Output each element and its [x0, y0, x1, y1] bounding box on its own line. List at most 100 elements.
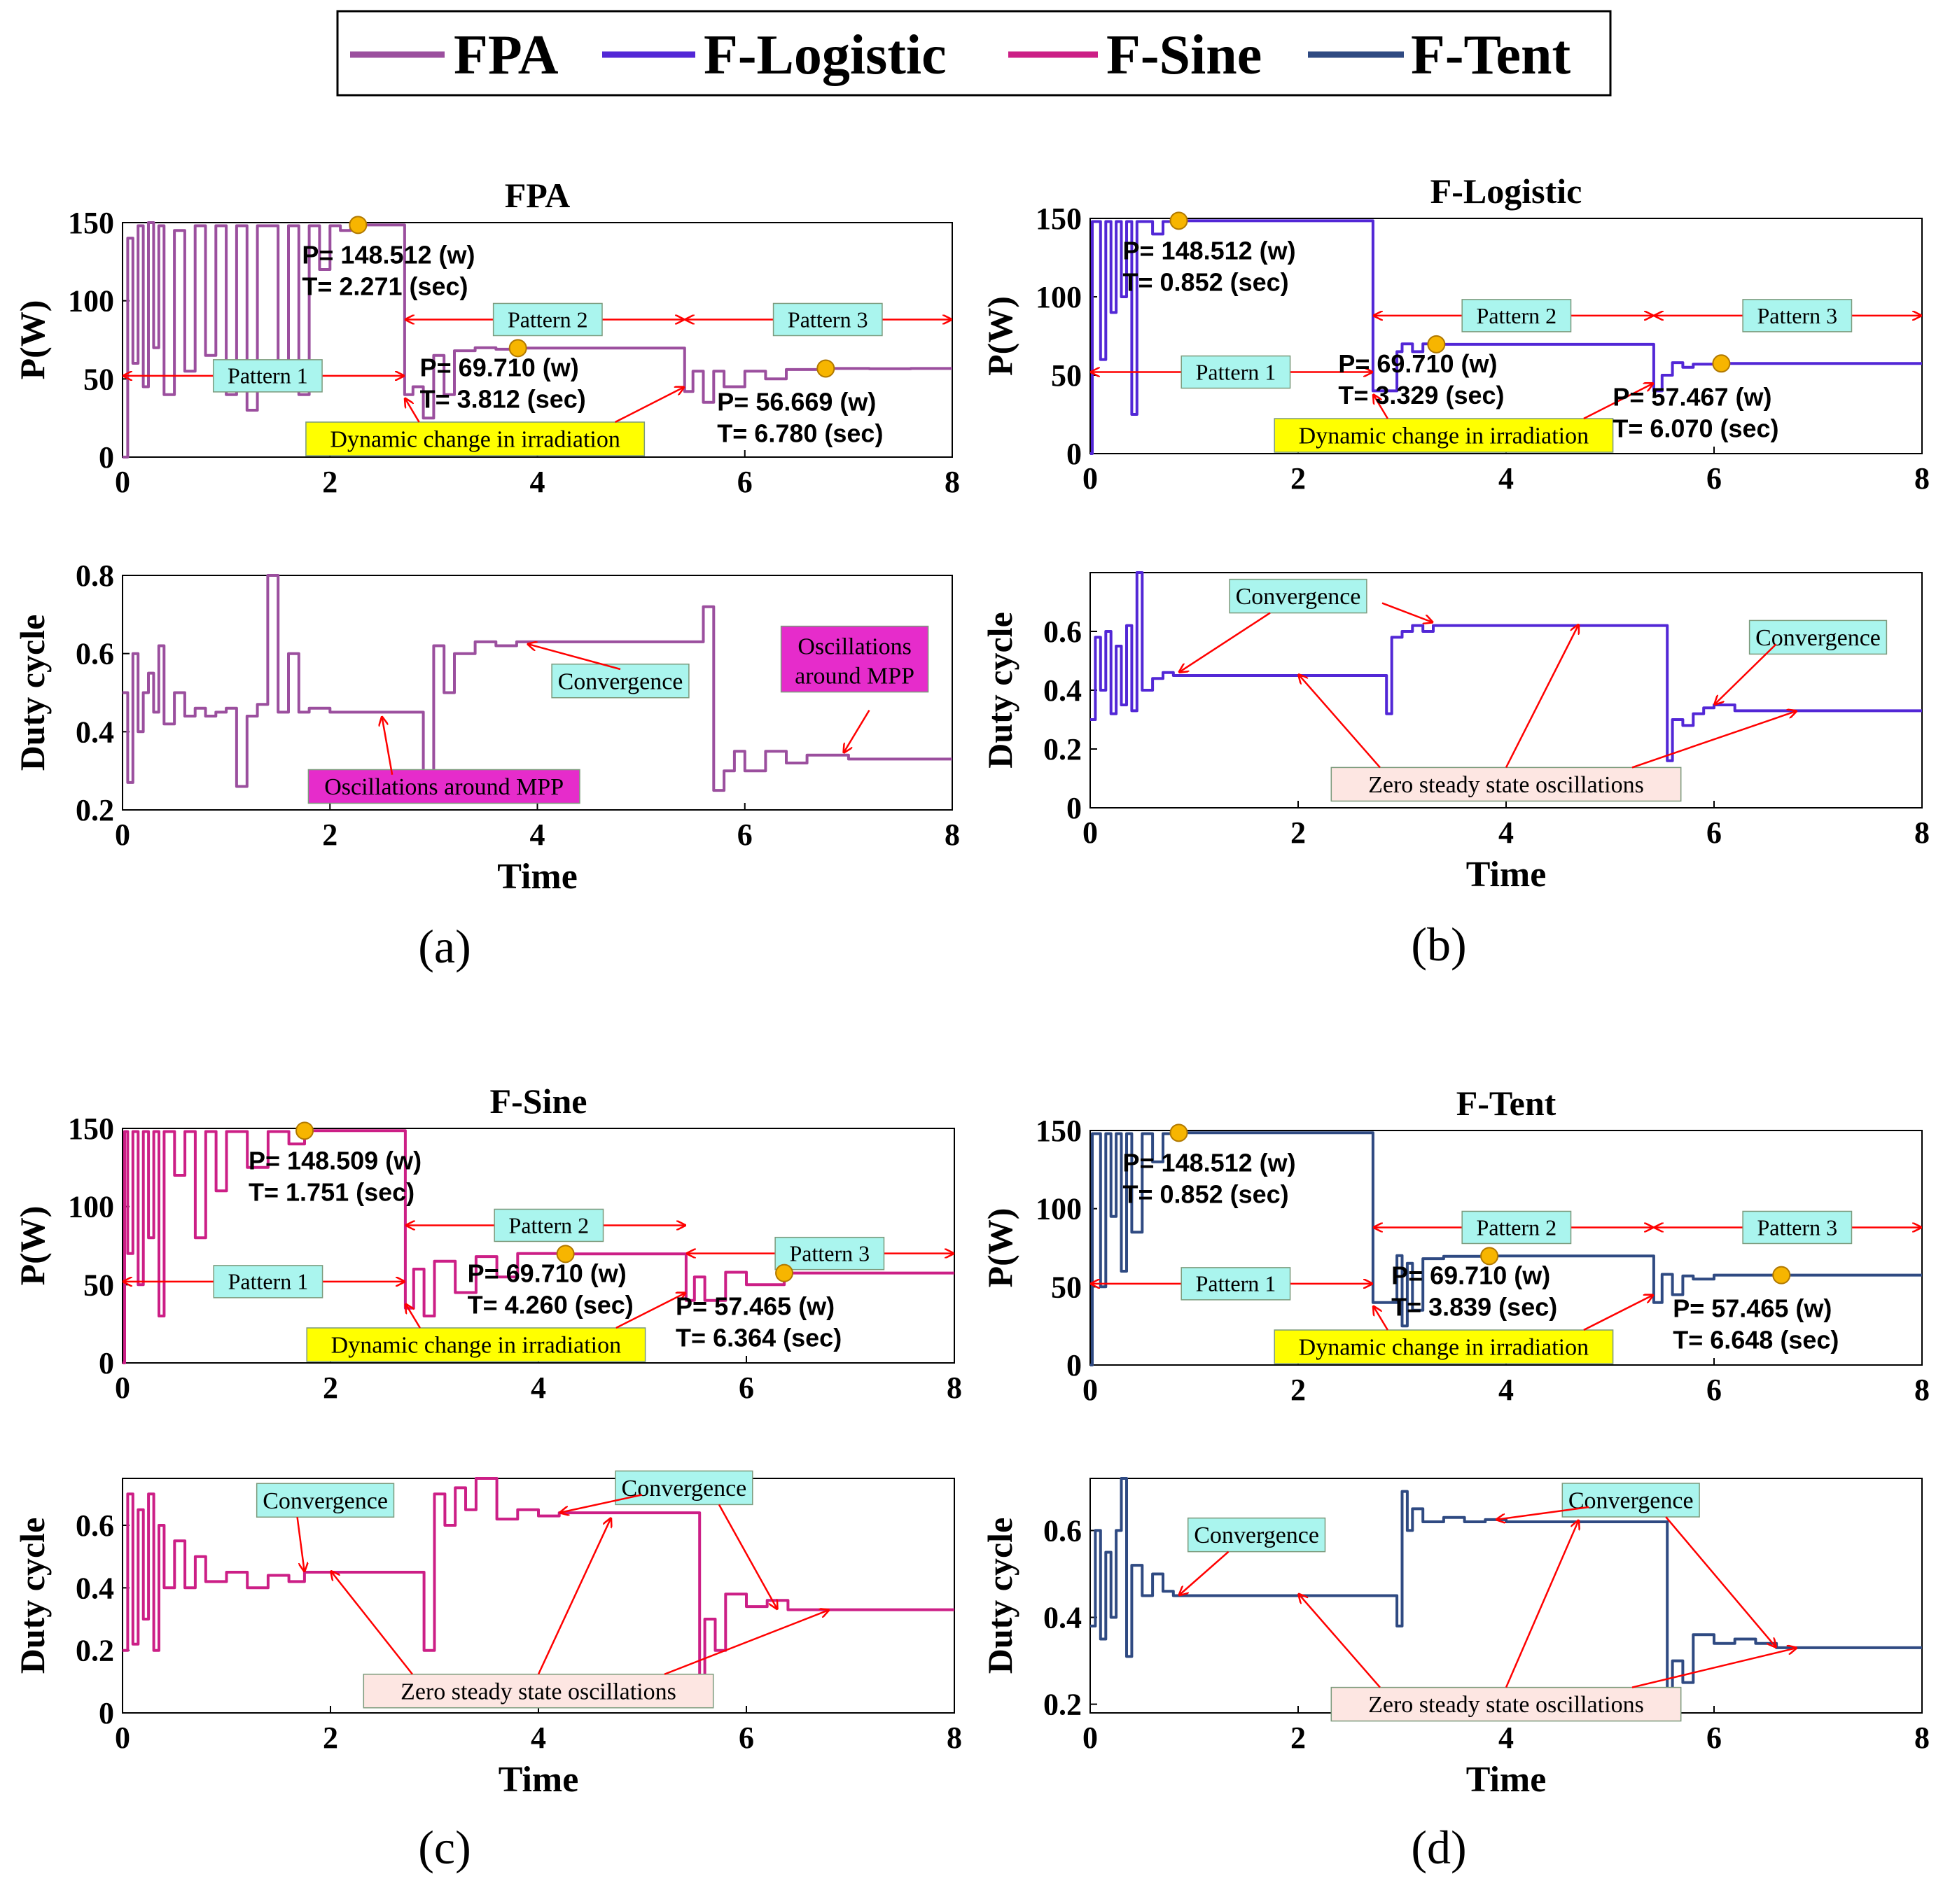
panel-a-dynamic-change-text: Dynamic change in irradiation — [330, 427, 620, 453]
panel-b-duty-zero-arrow-3 — [1631, 710, 1797, 769]
panel-d-power-xtick-label: 8 — [1914, 1373, 1930, 1407]
panel-c-pattern1-box — [213, 1265, 323, 1298]
panel-a: FPA 0 2 4 6 8 0 50 100 150 P(W) 0 2 4 6 8 0.2 0.4 0.6 0.8 Du… — [13, 176, 960, 973]
panel-c-dynamic-change-box — [306, 1327, 646, 1362]
panel-c-power-xtick-label: 6 — [739, 1371, 754, 1405]
panel-b-pattern3-text: Pattern 3 — [1757, 303, 1837, 328]
panel-a-duty-ytick-label: 0.8 — [76, 559, 114, 593]
panel-a-dynamic-arrow1 — [405, 398, 420, 423]
panel-c-pattern2-text: Pattern 2 — [509, 1212, 590, 1238]
panel-d-power-ylabel: P(W) — [980, 1208, 1019, 1288]
panel-b-point-t-2: T= 3.329 (sec) — [1338, 381, 1504, 410]
panel-c-duty-ylabel: Duty cycle — [13, 1518, 52, 1674]
panel-d-pattern3-text: Pattern 3 — [1757, 1214, 1837, 1240]
panel-d-power-xtick-label: 0 — [1082, 1373, 1098, 1407]
panel-b-duty-ytick-label: 0 — [1066, 791, 1082, 825]
panel-a-power-xtick-label: 2 — [322, 465, 337, 499]
panel-a-power-ytick-label: 100 — [68, 284, 114, 318]
panel-d-duty-xtick-label: 0 — [1082, 1721, 1098, 1755]
panel-c-power-xtick-label: 8 — [947, 1371, 962, 1405]
panel-d-pattern3-box — [1742, 1210, 1853, 1245]
panel-b-pattern1-text: Pattern 1 — [1196, 359, 1276, 384]
panel-a-duty-xtick-label: 2 — [322, 818, 337, 852]
panel-d-duty-xtick-label: 2 — [1290, 1721, 1306, 1755]
panel-b-dynamic-change-text: Dynamic change in irradiation — [1299, 424, 1589, 449]
panel-a-marker-2 — [508, 339, 527, 358]
panel-c-duty-ytick-label: 0 — [99, 1696, 114, 1730]
panel-a-duty-xtick-label: 8 — [945, 818, 960, 852]
panel-a-duty-osc1-box — [307, 769, 580, 804]
panel-b-pattern3-box — [1742, 299, 1853, 332]
panel-b-power-ytick-label: 150 — [1036, 202, 1082, 236]
panel-b-power-xtick-label: 8 — [1914, 461, 1930, 496]
panel-d-duty-conv1-arrow — [1178, 1550, 1230, 1596]
panel-d-marker-3 — [1772, 1266, 1791, 1284]
panel-b-duty-zero-arrow-2 — [1505, 624, 1579, 768]
panel-a-duty-convergence-box — [551, 664, 690, 699]
panel-d: F-Tent 0 2 4 6 8 0 50 100 150 P(W) 0 2 4 6 8 0.2 0.4 0.6 Du… — [980, 1084, 1930, 1874]
panel-b-duty-xtick-label: 0 — [1082, 816, 1098, 850]
panel-d-duty-zero-arrow-1 — [1298, 1593, 1381, 1688]
panel-c-duty-line — [123, 1477, 954, 1684]
panel-d-pattern1-text: Pattern 1 — [1196, 1271, 1276, 1296]
panel-c-duty-convergence2-box — [615, 1470, 753, 1506]
panel-d-point-t-2: T= 3.839 (sec) — [1391, 1292, 1557, 1321]
panel-c-point-p-2: P= 69.710 (w) — [468, 1259, 627, 1287]
panel-d-power-ytick-label: 0 — [1066, 1348, 1082, 1382]
panel-c-duty-xtick-label: 0 — [115, 1721, 130, 1755]
panel-a-duty-xtick-label: 0 — [115, 818, 130, 852]
panel-d-power-line — [1090, 1131, 1922, 1366]
panel-c-dynamic-arrow2 — [615, 1293, 686, 1329]
panel-c-duty-xtick-label: 2 — [323, 1721, 338, 1755]
panel-b-power-xtick-label: 0 — [1082, 461, 1098, 496]
panel-b-duty-xtick-label: 2 — [1290, 816, 1306, 850]
panel-d-duty-zero-ss-text: Zero steady state oscillations — [1368, 1692, 1644, 1718]
panel-b-duty-ytick-label: 0.2 — [1043, 732, 1082, 766]
panel-b-power-ytick-label: 50 — [1051, 358, 1082, 393]
panel-b-duty-xtick-label: 4 — [1498, 816, 1514, 850]
panel-a-pattern3-box — [772, 302, 883, 337]
panel-d-duty-ytick-label: 0.6 — [1043, 1513, 1082, 1548]
panel-d-duty-conv3-arrow — [1665, 1516, 1776, 1648]
panel-c-pattern3-box — [774, 1236, 885, 1270]
panel-a-duty-xtick-label: 6 — [737, 818, 753, 852]
panel-b-point-p-1: P= 148.512 (w) — [1123, 236, 1296, 265]
panel-d-dynamic-arrow1 — [1373, 1306, 1388, 1331]
panel-c-duty-conv3-arrow — [718, 1504, 778, 1609]
panel-c-duty-xlabel: Time — [499, 1760, 579, 1800]
panel-a-power-line — [123, 221, 952, 458]
panel-b-title: F-Logistic — [1430, 172, 1582, 211]
panel-c-power-ytick-label: 150 — [68, 1112, 114, 1146]
panel-d-duty-convergence1-text: Convergence — [1194, 1522, 1319, 1548]
panel-b-power-xtick-label: 6 — [1706, 461, 1722, 496]
panel-b-power-line — [1090, 219, 1922, 455]
panel-b-duty-zero-ss-text: Zero steady state oscillations — [1368, 772, 1644, 798]
panel-d-point-t-1: T= 0.852 (sec) — [1123, 1180, 1289, 1208]
panel-a-power-xtick-label: 0 — [115, 465, 130, 499]
panel-b-marker-1 — [1169, 211, 1188, 230]
panel-b-marker-2 — [1427, 335, 1446, 354]
panel-c-point-t-1: T= 1.751 (sec) — [249, 1177, 415, 1206]
panel-c-duty-ytick-label: 0.2 — [76, 1634, 114, 1668]
panel-b-pattern2-text: Pattern 2 — [1477, 303, 1557, 328]
panel-a-point-t-2: T= 3.812 (sec) — [420, 384, 586, 413]
panel-b-point-t-3: T= 6.070 (sec) — [1613, 414, 1778, 442]
panel-c-duty-ytick-label: 0.4 — [76, 1571, 114, 1605]
panel-c-duty-xtick-label: 6 — [739, 1721, 754, 1755]
panel-d-title: F-Tent — [1456, 1084, 1557, 1123]
panel-b-duty-convergence2-text: Convergence — [1755, 625, 1881, 651]
panel-a-marker-3 — [816, 359, 835, 378]
panel-a-duty-xtick-label: 4 — [530, 818, 545, 852]
panel-d-pattern2-box — [1461, 1210, 1572, 1245]
panel-a-power-ytick-label: 50 — [83, 362, 114, 396]
panel-d-duty-xlabel: Time — [1466, 1760, 1547, 1800]
panel-c-duty-convergence2-text: Convergence — [622, 1476, 747, 1502]
panel-c-duty-ytick-label: 0.6 — [76, 1508, 114, 1543]
panel-b-duty-xtick-label: 6 — [1706, 816, 1722, 850]
panel-d-power-ytick-label: 50 — [1051, 1270, 1082, 1304]
panel-a-point-t-3: T= 6.780 (sec) — [717, 419, 883, 447]
panel-a-point-p-2: P= 69.710 (w) — [420, 353, 579, 382]
panel-c-label: (c) — [418, 1821, 471, 1874]
panel-a-power-xtick-label: 6 — [737, 465, 753, 499]
panel-d-dynamic-change-box — [1274, 1329, 1614, 1364]
